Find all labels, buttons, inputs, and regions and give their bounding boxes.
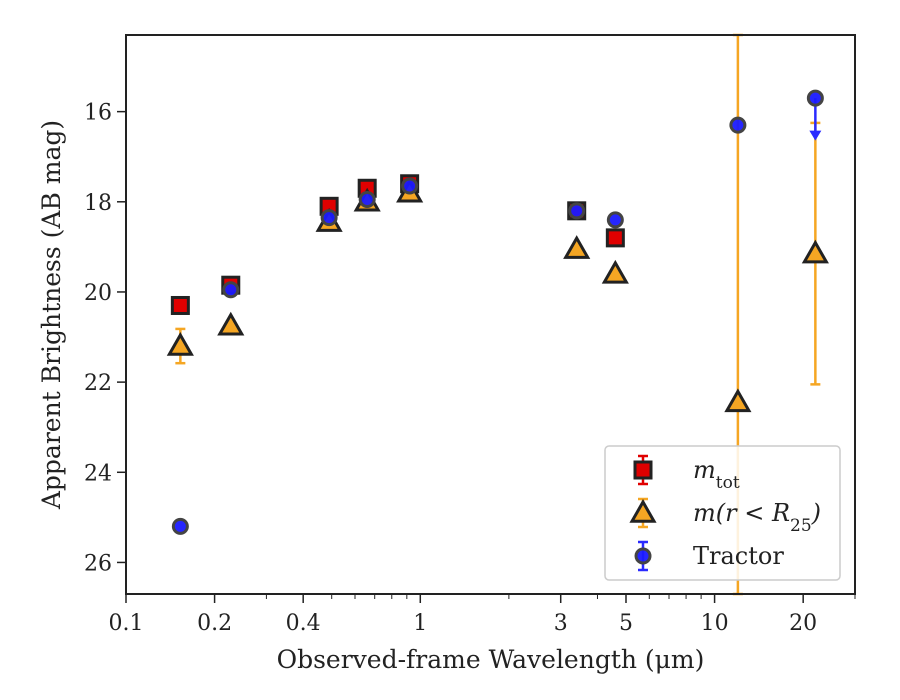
legend-marker: [629, 498, 657, 523]
x-tick-label: 1: [413, 611, 427, 636]
mR25-point: [563, 235, 591, 259]
mtot-point: [605, 228, 625, 248]
legend-entry: Tractor: [634, 540, 784, 572]
mR25-point: [801, 239, 829, 264]
y-tick-label: 18: [84, 191, 112, 216]
tractor-point: [568, 202, 586, 220]
x-tick-label: 0.2: [197, 611, 232, 636]
mR25-point: [724, 388, 752, 413]
x-axis-label: Observed-frame Wavelength (μm): [277, 645, 705, 674]
x-tick-label: 3: [554, 611, 568, 636]
plot-frame: [125, 34, 856, 595]
legend-box: [604, 445, 841, 581]
legend-marker: [633, 460, 653, 480]
tractor-point: [606, 211, 624, 229]
x-tick-label: 0.1: [109, 611, 144, 636]
mR25-point: [217, 311, 245, 336]
mR25-point: [166, 332, 194, 356]
y-tick-label: 26: [84, 551, 112, 576]
plot-area: [166, 33, 829, 596]
tractor-point: [358, 191, 376, 209]
y-tick-label: 20: [84, 281, 112, 306]
tractor-point: [320, 209, 338, 227]
x-tick-label: 0.4: [286, 611, 321, 636]
tractor-point: [806, 89, 824, 107]
mtot-point: [170, 295, 190, 315]
mR25-point: [601, 259, 629, 284]
x-axis: 0.1 0.2 0.4 1 3 5 10 20: [109, 594, 856, 636]
tractor-point: [729, 116, 747, 134]
legend-label: mtot: [693, 456, 740, 493]
x-tick-label: 5: [619, 611, 633, 636]
y-tick-label: 22: [84, 371, 112, 396]
legend-entry: m(r < R25): [629, 497, 821, 536]
legend: mtot m(r < R25) Tractor: [604, 445, 841, 581]
tractor-point: [222, 281, 240, 299]
y-axis-label: Apparent Brightness (AB mag): [37, 120, 66, 510]
tractor-point: [401, 177, 419, 195]
y-axis: 16 18 20 22 24 26: [84, 101, 126, 576]
y-tick-label: 24: [84, 461, 112, 486]
legend-marker: [634, 547, 652, 565]
legend-label: m(r < R25): [693, 499, 821, 536]
tractor-point: [171, 517, 189, 535]
x-tick-label: 20: [789, 611, 817, 636]
legend-label: Tractor: [693, 542, 784, 570]
legend-entry: mtot: [633, 454, 740, 493]
x-tick-label: 10: [701, 611, 729, 636]
y-tick-label: 16: [84, 101, 112, 126]
